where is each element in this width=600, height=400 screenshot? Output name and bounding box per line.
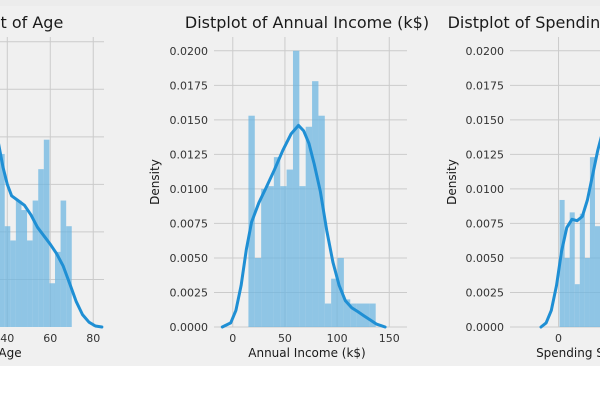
histogram-bar bbox=[254, 257, 262, 327]
histogram-bar bbox=[273, 157, 281, 327]
histogram-bar bbox=[564, 257, 570, 327]
y-tick-label: 0.0025 bbox=[170, 286, 209, 299]
histogram-bar bbox=[21, 210, 28, 327]
y-tick-label: 0.0200 bbox=[170, 45, 209, 58]
histogram-bar bbox=[15, 200, 22, 327]
y-tick-label: 0.0075 bbox=[466, 217, 505, 230]
histogram-bar bbox=[267, 186, 274, 327]
histogram-bar bbox=[0, 153, 5, 327]
x-tick-label: 150 bbox=[379, 332, 400, 345]
x-tick-label: 60 bbox=[43, 332, 57, 345]
y-tick-label: 0.0050 bbox=[466, 252, 505, 265]
histogram-bar bbox=[589, 157, 595, 327]
histogram-bar bbox=[43, 139, 50, 327]
histogram-bar bbox=[579, 213, 585, 327]
y-tick-label: 0.0175 bbox=[466, 79, 505, 92]
y-tick-label: 0.0075 bbox=[170, 217, 209, 230]
chart-title: Distplot of Spending Score (1-100) bbox=[448, 13, 600, 32]
histogram-bar bbox=[305, 126, 313, 327]
histogram-bar bbox=[27, 240, 33, 327]
chart-annual-income-distplot: 0 50 100 150 0.0000 0.0025 0.0050 0.0075 0.0100 0… bbox=[148, 13, 429, 360]
y-tick-label: 0.0100 bbox=[170, 183, 209, 196]
histogram-bar bbox=[356, 303, 363, 327]
x-axis-label: Spending Score (1-100) bbox=[536, 346, 600, 360]
histogram-bar bbox=[292, 50, 300, 328]
x-tick-label: 0 bbox=[555, 332, 562, 345]
x-tick-label: 80 bbox=[86, 332, 100, 345]
notebook-top-strip bbox=[0, 0, 600, 6]
y-tick-label: 0.0000 bbox=[466, 321, 505, 334]
y-tick-label: 0.0175 bbox=[170, 79, 209, 92]
y-tick-label: 0.0125 bbox=[466, 148, 505, 161]
histogram-bar bbox=[574, 284, 580, 327]
y-tick-label: 0.0000 bbox=[170, 321, 209, 334]
histogram-bar bbox=[286, 169, 293, 327]
histogram-bar bbox=[350, 303, 357, 327]
histogram-bar bbox=[594, 226, 600, 327]
histogram-bar bbox=[32, 200, 39, 327]
x-axis-label: Age bbox=[0, 346, 22, 360]
histogram-bar bbox=[280, 186, 287, 327]
y-axis-label: Density bbox=[148, 159, 162, 205]
histogram-bar bbox=[324, 303, 332, 327]
histogram-bar bbox=[299, 186, 306, 327]
kde-line bbox=[220, 123, 387, 329]
kde-line bbox=[0, 143, 104, 329]
histogram-bar bbox=[343, 299, 351, 327]
y-tick-label: 0.0100 bbox=[466, 183, 505, 196]
y-tick-label: 0.0025 bbox=[466, 286, 505, 299]
y-tick-label: 0.0200 bbox=[466, 45, 505, 58]
x-tick-label: 100 bbox=[327, 332, 348, 345]
chart-title: Distplot of Annual Income (k$) bbox=[185, 13, 429, 32]
chart-age-distplot: 40 60 80 Distplot of Age Age bbox=[0, 13, 104, 360]
histogram-bar bbox=[261, 188, 268, 327]
x-tick-label: 40 bbox=[0, 332, 14, 345]
x-tick-label: 50 bbox=[278, 332, 292, 345]
histogram-bar bbox=[369, 303, 376, 327]
histogram-bar bbox=[10, 240, 16, 327]
histogram-bar bbox=[331, 278, 338, 327]
y-tick-label: 0.0150 bbox=[170, 114, 209, 127]
histogram-bar bbox=[312, 81, 319, 327]
chart-title: Distplot of Age bbox=[0, 13, 63, 32]
histogram-bar bbox=[38, 169, 44, 327]
histogram-bar bbox=[559, 199, 565, 327]
y-tick-label: 0.0125 bbox=[170, 148, 209, 161]
histogram-bar bbox=[318, 115, 325, 327]
histogram-bar bbox=[66, 226, 72, 327]
chart-spending-score-distplot: 0500.00000.00250.00500.00750.01000.01250… bbox=[445, 13, 600, 360]
y-tick-label: 0.0050 bbox=[170, 252, 209, 265]
histogram-bar bbox=[54, 251, 61, 327]
y-axis-label: Density bbox=[445, 159, 459, 205]
x-tick-label: 0 bbox=[229, 332, 236, 345]
histogram-bar bbox=[362, 303, 370, 327]
kde-line bbox=[539, 136, 600, 329]
y-tick-label: 0.0150 bbox=[466, 114, 505, 127]
histogram-bar bbox=[49, 283, 55, 327]
histogram-bar bbox=[584, 257, 590, 327]
histogram-bar bbox=[569, 212, 575, 327]
x-axis-label: Annual Income (k$) bbox=[248, 346, 365, 360]
histogram-bar bbox=[4, 226, 11, 327]
